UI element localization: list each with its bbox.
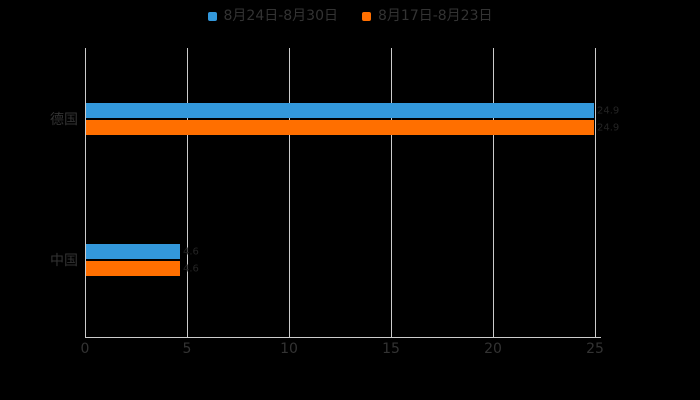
x-tick-20 xyxy=(493,330,494,337)
bar-value-label: 24.9 xyxy=(597,105,620,117)
y-category-label-1: 中国 xyxy=(50,253,78,269)
gridline-x-0 xyxy=(85,48,86,330)
legend-marker-blue-icon xyxy=(207,11,217,21)
bar-德国-series0 xyxy=(86,103,594,118)
legend-item-week2[interactable]: 8月24日-8月30日 xyxy=(207,8,339,24)
bar-中国-series1 xyxy=(86,261,180,276)
gridline-x-25 xyxy=(595,48,596,330)
x-tick-label-15: 15 xyxy=(382,341,400,357)
x-tick-5 xyxy=(187,330,188,337)
legend-label-week1: 8月17日-8月23日 xyxy=(378,8,493,24)
plot-area: 24.9 24.9 4.6 4.6 xyxy=(85,48,619,330)
y-category-label-0: 德国 xyxy=(50,112,78,128)
bar-value-label: 4.6 xyxy=(183,246,199,258)
x-tick-label-20: 20 xyxy=(484,341,502,357)
legend: 8月24日-8月30日 8月17日-8月23日 xyxy=(0,5,700,27)
bar-德国-series1 xyxy=(86,120,594,135)
bar-value-label: 4.6 xyxy=(183,263,199,275)
x-tick-15 xyxy=(391,330,392,337)
gridline-x-10 xyxy=(289,48,290,330)
gridline-x-5 xyxy=(187,48,188,330)
x-tick-10 xyxy=(289,330,290,337)
legend-item-week1[interactable]: 8月17日-8月23日 xyxy=(362,9,493,23)
bar-value-label: 24.9 xyxy=(597,122,620,134)
gridline-x-20 xyxy=(493,48,494,330)
legend-marker-orange-icon xyxy=(362,11,371,21)
bar-中国-series0 xyxy=(86,244,180,259)
x-tick-label-25: 25 xyxy=(586,341,604,357)
legend-label-week2: 8月24日-8月30日 xyxy=(223,8,339,24)
x-tick-25 xyxy=(595,330,596,337)
x-tick-label-5: 5 xyxy=(182,341,192,357)
x-tick-label-0: 0 xyxy=(80,341,90,357)
x-axis-line xyxy=(85,337,601,338)
x-tick-label-10: 10 xyxy=(280,341,298,357)
x-axis-ticks xyxy=(85,330,601,337)
x-tick-0 xyxy=(85,330,86,337)
gridline-x-15 xyxy=(391,48,392,330)
x-axis-labels: 0 5 10 15 20 25 xyxy=(81,341,604,357)
